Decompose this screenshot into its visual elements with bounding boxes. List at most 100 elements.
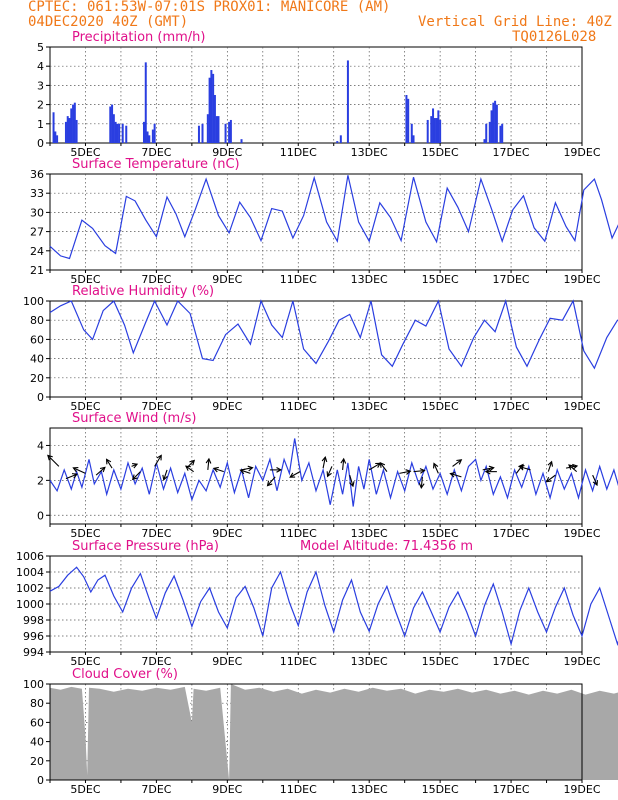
x-tick-label: 11DEC: [280, 527, 317, 540]
x-tick-label: 19DEC: [563, 527, 600, 540]
wind-arrow-head: [456, 459, 463, 465]
y-tick-label: 24: [30, 245, 44, 258]
x-tick-label: 5DEC: [70, 655, 100, 668]
precip-bar: [208, 77, 211, 143]
precip-bar: [64, 121, 67, 143]
precip-bar: [217, 116, 220, 143]
header-run-id: TQ0126L028: [512, 29, 597, 45]
wind-arrow-shaft: [240, 469, 251, 474]
precip-bar: [144, 62, 147, 143]
wind-arrow-shaft: [568, 464, 578, 473]
precip-bar: [72, 104, 75, 143]
y-tick-label: 998: [23, 614, 44, 627]
wind-arrow-head: [47, 454, 53, 461]
precip-bar: [142, 121, 145, 143]
precip-bar: [213, 95, 216, 143]
wind-arrow-shaft: [213, 467, 224, 473]
precip-bar: [437, 110, 440, 143]
y-tick-label: 1002: [16, 582, 44, 595]
wind-arrow-shaft: [73, 467, 86, 474]
panel-frame: [49, 427, 583, 525]
x-tick-label: 7DEC: [141, 527, 171, 540]
x-tick-label: 9DEC: [212, 655, 242, 668]
precip-bar: [494, 100, 497, 143]
x-tick-label: 15DEC: [422, 655, 459, 668]
x-tick-label: 9DEC: [212, 273, 242, 286]
wind-arrow-head: [449, 471, 456, 478]
wind-arrow-head: [189, 459, 196, 466]
y-tick-label: 21: [30, 264, 44, 277]
wind-arrow-head: [239, 468, 246, 475]
x-tick-label: 15DEC: [422, 527, 459, 540]
x-tick-label: 9DEC: [212, 400, 242, 413]
precip-bar: [339, 135, 342, 143]
y-tick-label: 2: [37, 474, 44, 487]
panel-frame-top: [49, 683, 583, 781]
wind-arrow-shaft: [413, 469, 425, 473]
wind-arrow-head: [132, 463, 139, 469]
precip-bar: [54, 131, 57, 143]
y-tick-label: 0: [37, 509, 44, 522]
x-tick-label: 17DEC: [493, 400, 530, 413]
panel-annotation: Model Altitude: 71.4356 m: [300, 539, 473, 554]
wind-arrow-head: [592, 479, 598, 487]
panel-title: Relative Humidity (%): [72, 284, 214, 299]
precip-bar: [201, 123, 204, 143]
y-tick-label: 80: [30, 697, 44, 710]
precip-bar: [109, 106, 112, 143]
y-tick-label: 4: [37, 60, 44, 73]
wind-arrow-shaft: [420, 476, 423, 488]
precip-bar: [52, 112, 55, 143]
x-tick-label: 5DEC: [70, 273, 100, 286]
precip-bar: [146, 131, 149, 143]
y-tick-label: 33: [30, 187, 44, 200]
precip-bar: [56, 135, 59, 143]
wind-arrow-head: [418, 483, 425, 490]
y-tick-label: 1000: [16, 598, 44, 611]
x-tick-label: 19DEC: [563, 655, 600, 668]
precip-bar: [430, 116, 433, 143]
wind-arrow-shaft: [452, 459, 462, 467]
x-tick-label: 11DEC: [280, 146, 317, 159]
wind-arrow-shaft: [207, 458, 210, 470]
wind-arrow-shaft: [519, 466, 531, 471]
precip-bar: [111, 104, 114, 143]
x-tick-label: 9DEC: [212, 783, 242, 796]
x-tick-label: 7DEC: [141, 400, 171, 413]
precip-bar: [75, 119, 78, 143]
y-tick-label: 20: [30, 372, 44, 385]
cloud-cover-area: [50, 684, 618, 780]
x-tick-label: 5DEC: [70, 783, 100, 796]
wind-arrow-head: [379, 461, 386, 468]
header-date: 04DEC2020 40Z (GMT): [28, 14, 189, 30]
x-tick-label: 13DEC: [351, 146, 388, 159]
panel-title: Surface Pressure (hPa): [72, 539, 219, 554]
panel-title: Surface Temperature (nC): [72, 157, 240, 172]
precip-bar: [501, 123, 504, 143]
x-tick-label: 13DEC: [351, 400, 388, 413]
x-tick-label: 7DEC: [141, 273, 171, 286]
x-tick-label: 17DEC: [493, 655, 530, 668]
wind-arrow-shaft: [154, 455, 162, 467]
precip-bar: [412, 135, 415, 143]
wind-arrow-head: [289, 472, 296, 478]
wind-arrow-shaft: [106, 459, 113, 469]
precip-bar: [212, 73, 215, 143]
wind-arrow-head: [488, 465, 495, 472]
precip-bar: [73, 102, 76, 143]
precip-bar: [112, 114, 115, 143]
x-tick-label: 11DEC: [280, 783, 317, 796]
panel-6: Cloud Cover (%) 0 20 40 60 80 100 5DEC 7DEC 9DEC 1…: [23, 667, 618, 796]
wind-arrow-shaft: [450, 473, 462, 478]
wind-arrow-shaft: [163, 469, 168, 480]
wind-arrow-head: [433, 462, 439, 469]
x-tick-label: 7DEC: [141, 655, 171, 668]
y-tick-label: 996: [23, 630, 44, 643]
y-tick-label: 5: [37, 41, 44, 54]
precip-bar: [435, 118, 438, 143]
wind-arrow-shaft: [379, 462, 388, 472]
x-tick-label: 15DEC: [422, 146, 459, 159]
series-line: [49, 566, 618, 647]
precip-bar: [407, 98, 410, 143]
precip-bar: [405, 95, 408, 143]
